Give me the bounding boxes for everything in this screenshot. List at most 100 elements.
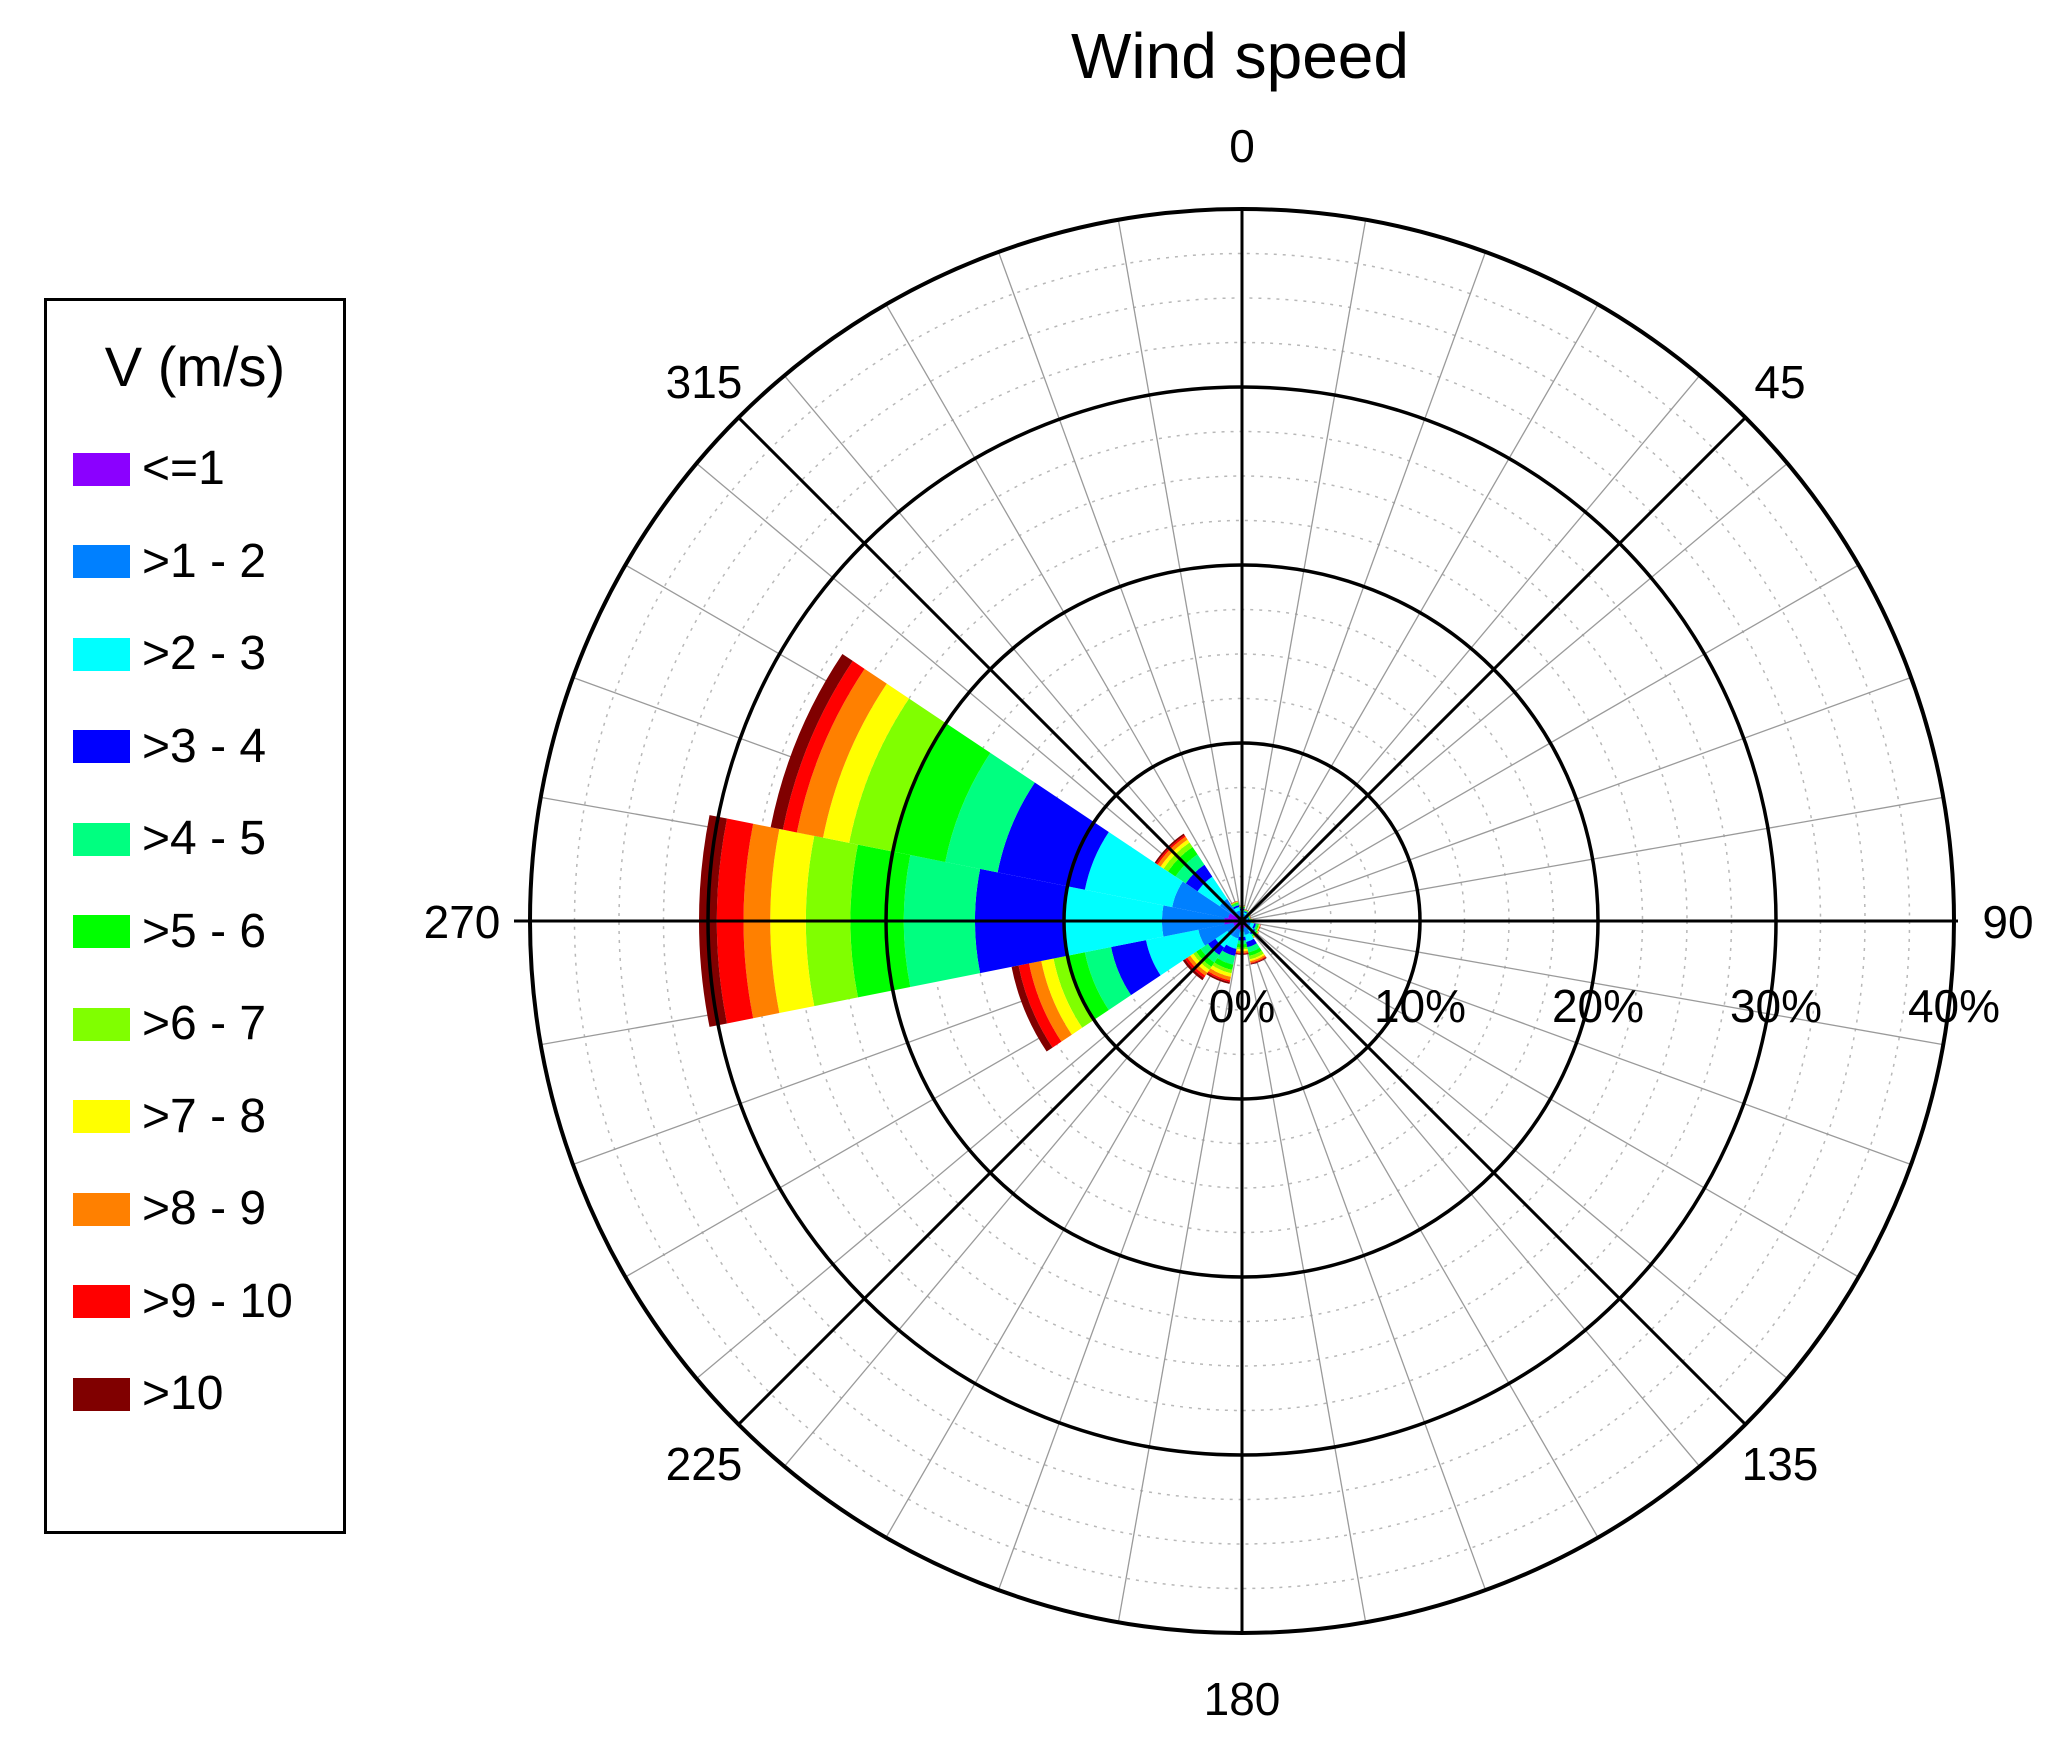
sector-67_5-bin-8	[1249, 915, 1251, 920]
legend-swatch	[73, 1007, 130, 1041]
sector-112_5-bin-1	[1246, 922, 1251, 926]
direction-label-135: 135	[1742, 1438, 1819, 1490]
radial-tick-label: 30%	[1730, 980, 1822, 1032]
sector-247_5-bin-1	[1198, 922, 1235, 946]
sector-202_5-bin-2	[1226, 935, 1239, 949]
sector-112_5-bin-5	[1255, 924, 1259, 931]
legend-item: >2 - 3	[73, 630, 266, 678]
sector-67_5-bin-3	[1247, 917, 1249, 920]
sector-202_5-bin-4	[1217, 950, 1236, 965]
sector-292_5-bin-9	[782, 660, 865, 833]
sector-292_5-bin-1	[1172, 881, 1231, 919]
sector-202_5-bin-6	[1212, 962, 1233, 974]
sector-292_5-bin-2	[1084, 831, 1183, 908]
sector-112_5-bin-4	[1253, 923, 1258, 930]
sector-112_5-bin-3	[1252, 923, 1256, 929]
major-spoke	[1240, 416, 1747, 923]
legend-label: >5 - 6	[142, 904, 267, 958]
direction-label-90: 90	[1982, 896, 2033, 948]
sector-337_5-bin-7	[1230, 901, 1239, 905]
legend-label: >7 - 8	[142, 1089, 267, 1143]
radial-tick-label: 10%	[1374, 980, 1466, 1032]
sector-337_5-bin-5	[1231, 902, 1239, 907]
legend-label: >2 - 3	[142, 627, 267, 680]
sector-247_5-bin-10	[1011, 965, 1053, 1052]
sector-292_5-bin-4	[945, 752, 1035, 873]
sector-247_5-bin-8	[1029, 960, 1072, 1042]
legend-swatch	[73, 822, 130, 856]
sector-112_5-bin-10	[1257, 924, 1261, 932]
sector-202_5-bin-7	[1210, 965, 1232, 977]
sector-292_5-bin-3	[997, 782, 1109, 890]
sector-157_5-bin-9	[1250, 956, 1267, 964]
sector-247_5-bin-2	[1145, 929, 1205, 976]
legend-swatch	[73, 915, 130, 948]
legend-swatch	[73, 1192, 130, 1226]
sector-67_5-bin-10	[1249, 915, 1252, 920]
legend-swatch	[73, 637, 130, 671]
chart-labels: 0 45 90 135 180 225 270 315 0% 10% 20% 30% 40%	[424, 120, 2034, 1725]
sector-247_5-bin-9	[1018, 963, 1062, 1048]
radial-tick-label: 40%	[1908, 980, 2000, 1032]
legend-item: >4 - 5	[73, 815, 266, 863]
legend-swatch	[73, 545, 130, 578]
sector-22_5-bin-4	[1243, 910, 1248, 913]
direction-label-45: 45	[1754, 356, 1805, 408]
sector-202_5-bin-3	[1222, 944, 1237, 956]
sector-45-bin-8	[1247, 912, 1251, 916]
sector-247_5-bin-7	[1041, 958, 1083, 1035]
sector-22_5-bin-8	[1244, 909, 1249, 912]
sector-45-bin-10	[1247, 912, 1251, 916]
sector-22_5-bin-9	[1244, 909, 1249, 912]
legend-item: >1 - 2	[73, 537, 266, 585]
legend-swatch	[73, 452, 130, 486]
sector-45-bin-7	[1247, 912, 1251, 916]
sector-67_5-bin-9	[1249, 915, 1252, 920]
sector-247_5-bin-5	[1067, 952, 1109, 1020]
sector-202_5-bin-8	[1208, 968, 1231, 981]
sector-22_5-bin-10	[1244, 909, 1249, 912]
direction-label-270: 270	[424, 896, 501, 948]
sector-247_5-bin-3	[1111, 940, 1161, 996]
legend-label: >3 - 4	[142, 719, 267, 773]
legend-label: >4 - 5	[142, 812, 267, 865]
radial-tick-label: 0%	[1209, 980, 1275, 1032]
legend-item: >8 - 9	[73, 1185, 266, 1233]
sector-157_5-bin-2	[1244, 932, 1254, 942]
sector-135-bin-8	[1253, 932, 1259, 938]
legend-item: >6 - 7	[73, 1000, 266, 1048]
legend-item: <=1	[73, 445, 225, 493]
sector-337_5-bin-10	[1230, 900, 1239, 904]
major-spoke	[737, 416, 1244, 923]
sector-45-bin-9	[1247, 912, 1251, 916]
sector-157_5-bin-3	[1246, 938, 1257, 948]
sector-337_5-bin-2	[1234, 907, 1240, 913]
sector-337_5-bin-1	[1236, 910, 1241, 917]
sector-157_5-bin-5	[1248, 947, 1262, 956]
sector-202_5-bin-1	[1232, 928, 1241, 939]
sector-67_5-bin-5	[1248, 916, 1251, 920]
direction-label-315: 315	[666, 356, 743, 408]
legend-label: <=1	[142, 442, 225, 495]
sector-22_5-bin-2	[1243, 912, 1247, 916]
sector-67_5-bin-4	[1247, 916, 1250, 920]
sector-292_5-bin-10	[770, 653, 853, 830]
sector-202_5-bin-9	[1207, 971, 1231, 983]
legend-label: >6 - 7	[142, 997, 267, 1050]
legend-swatch	[73, 1100, 130, 1133]
sector-157_5-bin-10	[1250, 957, 1267, 965]
sector-22_5-bin-7	[1244, 909, 1249, 912]
sector-292_5-bin-6	[849, 698, 946, 852]
legend: V (m/s) <=1 >1 - 2 >2 - 3 >3 - 4 >4 - 5 >5 - …	[44, 298, 346, 1534]
sector-67_5-bin-6	[1248, 916, 1251, 920]
sector-112_5-bin-8	[1257, 924, 1261, 932]
legend-label: >9 - 10	[142, 1274, 293, 1328]
sector-247_5-bin-6	[1053, 955, 1094, 1028]
legend-swatch	[73, 1377, 130, 1411]
direction-label-0: 0	[1229, 120, 1255, 172]
wind-sectors	[699, 653, 1267, 1052]
polar-axes	[514, 207, 1958, 1635]
radial-tick-label: 20%	[1552, 980, 1644, 1032]
sector-112_5-bin-7	[1256, 924, 1260, 932]
legend-label: >8 - 9	[142, 1182, 267, 1235]
